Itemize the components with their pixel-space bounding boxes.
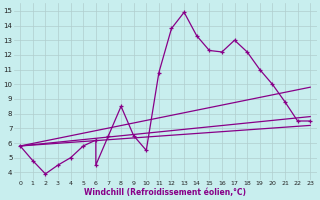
X-axis label: Windchill (Refroidissement éolien,°C): Windchill (Refroidissement éolien,°C) — [84, 188, 246, 197]
